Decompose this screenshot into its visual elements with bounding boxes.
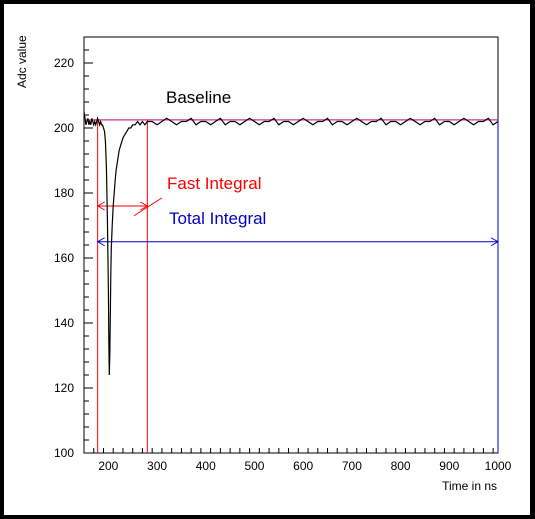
x-tick-label: 1000 bbox=[485, 459, 512, 473]
x-axis-title: Time in ns bbox=[442, 479, 497, 493]
x-tick-label: 800 bbox=[391, 459, 411, 473]
total-integral-label: Total Integral bbox=[169, 209, 266, 228]
adc-chart: 100 120 140 160 180 200 220 200 300 400 500 600 700… bbox=[15, 35, 512, 493]
total-integral-arrow-head-left bbox=[96, 237, 105, 247]
y-tick-label: 220 bbox=[54, 56, 74, 70]
x-axis: 200 300 400 500 600 700 800 900 1000 bbox=[83, 448, 512, 473]
x-tick-label: 200 bbox=[98, 459, 118, 473]
y-tick-label: 120 bbox=[54, 381, 74, 395]
integral-markers bbox=[84, 119, 500, 453]
x-tick-label: 600 bbox=[293, 459, 313, 473]
chart-frame: 100 120 140 160 180 200 220 200 300 400 500 600 700… bbox=[4, 4, 530, 515]
fast-integral-pointer bbox=[133, 197, 163, 217]
x-tick-label: 500 bbox=[244, 459, 264, 473]
x-tick-label: 300 bbox=[147, 459, 167, 473]
plot-area bbox=[83, 36, 499, 454]
x-tick-label: 900 bbox=[439, 459, 459, 473]
baseline-label: Baseline bbox=[166, 88, 231, 107]
y-tick-label: 100 bbox=[54, 446, 74, 460]
y-tick-label: 180 bbox=[54, 186, 74, 200]
x-tick-label: 700 bbox=[342, 459, 362, 473]
y-axis-title: Adc value bbox=[15, 35, 29, 88]
x-tick-label: 400 bbox=[196, 459, 216, 473]
y-axis: 100 120 140 160 180 200 220 bbox=[54, 36, 93, 460]
fast-integral-label: Fast Integral bbox=[167, 174, 262, 193]
y-tick-label: 160 bbox=[54, 251, 74, 265]
y-tick-label: 200 bbox=[54, 121, 74, 135]
y-tick-label: 140 bbox=[54, 316, 74, 330]
adc-trace bbox=[83, 111, 499, 376]
total-integral-arrow-head-right bbox=[490, 237, 500, 247]
fast-integral-arrow-head-right bbox=[140, 201, 149, 211]
fast-integral-arrow-head-left bbox=[96, 201, 105, 211]
